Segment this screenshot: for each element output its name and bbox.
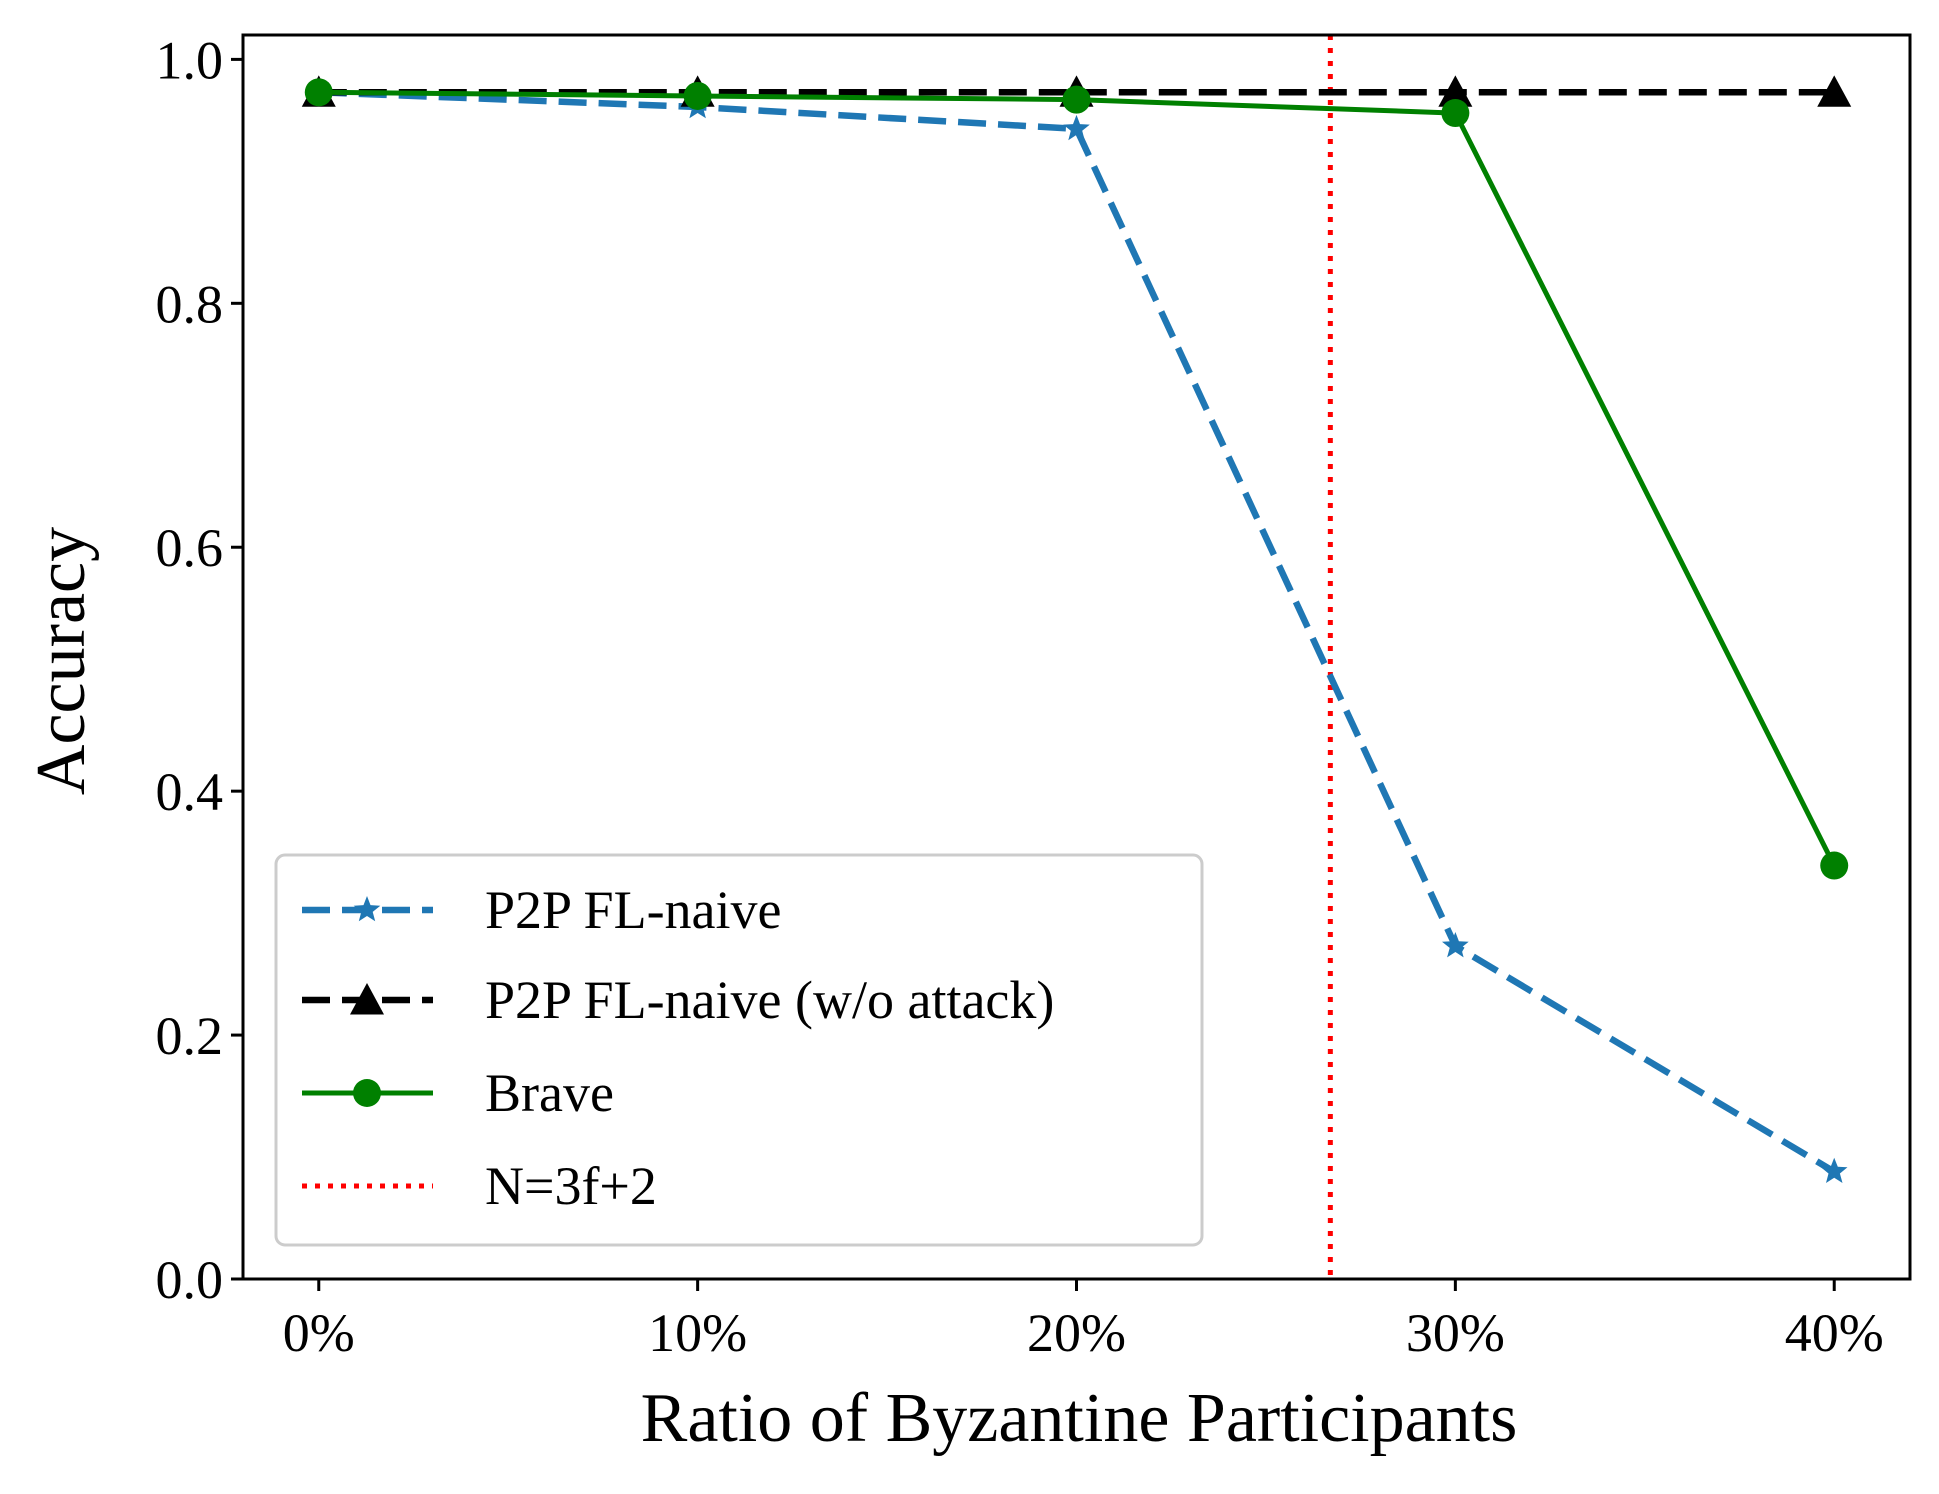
series-1-point-4 — [1442, 932, 1469, 958]
x-tick-label-5: 40% — [1785, 1303, 1884, 1363]
legend-label-2: P2P FL-naive (w/o attack) — [485, 970, 1054, 1030]
x-tick-label-3: 20% — [1027, 1303, 1126, 1363]
legend-swatch-marker-1 — [353, 896, 381, 922]
x-tick-label-1: 0% — [283, 1303, 355, 1363]
series-3-point-5 — [1820, 851, 1849, 880]
legend-box — [274, 853, 1204, 1247]
legend-label-3: Brave — [485, 1063, 614, 1123]
y-tick-label-2: 0.2 — [156, 1006, 224, 1066]
legend: P2P FL-naive P2P FL-naive (w/o attack) Bra… — [274, 853, 1204, 1247]
x-axis-label: Ratio of Byzantine Participants — [641, 1380, 1518, 1457]
y-tick-label-5: 0.8 — [156, 274, 224, 334]
y-tick-label-1: 0.0 — [156, 1250, 224, 1310]
series-2-point-5 — [1817, 75, 1852, 107]
legend-swatch-marker-2 — [350, 983, 384, 1015]
series-3-point-3 — [1062, 85, 1091, 114]
x-tick-label-4: 30% — [1406, 1303, 1505, 1363]
series-3-point-1 — [304, 78, 333, 107]
series-1-point-5 — [1820, 1157, 1848, 1183]
y-tick-label-3: 0.4 — [156, 762, 224, 822]
legend-label-4: N=3f+2 — [485, 1156, 657, 1216]
y-tick-label-6: 1.0 — [156, 30, 224, 90]
series-line-1 — [318, 89, 1836, 1175]
x-tick-label-2: 10% — [648, 1303, 747, 1363]
series-1-point-3 — [1063, 114, 1090, 141]
legend-swatch-marker-3 — [353, 1079, 381, 1107]
legend-label-1: P2P FL-naive — [485, 880, 782, 940]
y-tick-label-4: 0.6 — [156, 518, 224, 578]
y-axis-label: Accuracy — [23, 527, 100, 795]
series-3-point-4 — [1441, 99, 1470, 128]
plot-area: 0% 10% 20% 30% 40% 0.0 0.2 0.4 0.6 0.8 1.0 P2P FL-n… — [156, 30, 1912, 1363]
series-3-point-2 — [683, 81, 712, 110]
series-2-point-4 — [1438, 75, 1473, 107]
